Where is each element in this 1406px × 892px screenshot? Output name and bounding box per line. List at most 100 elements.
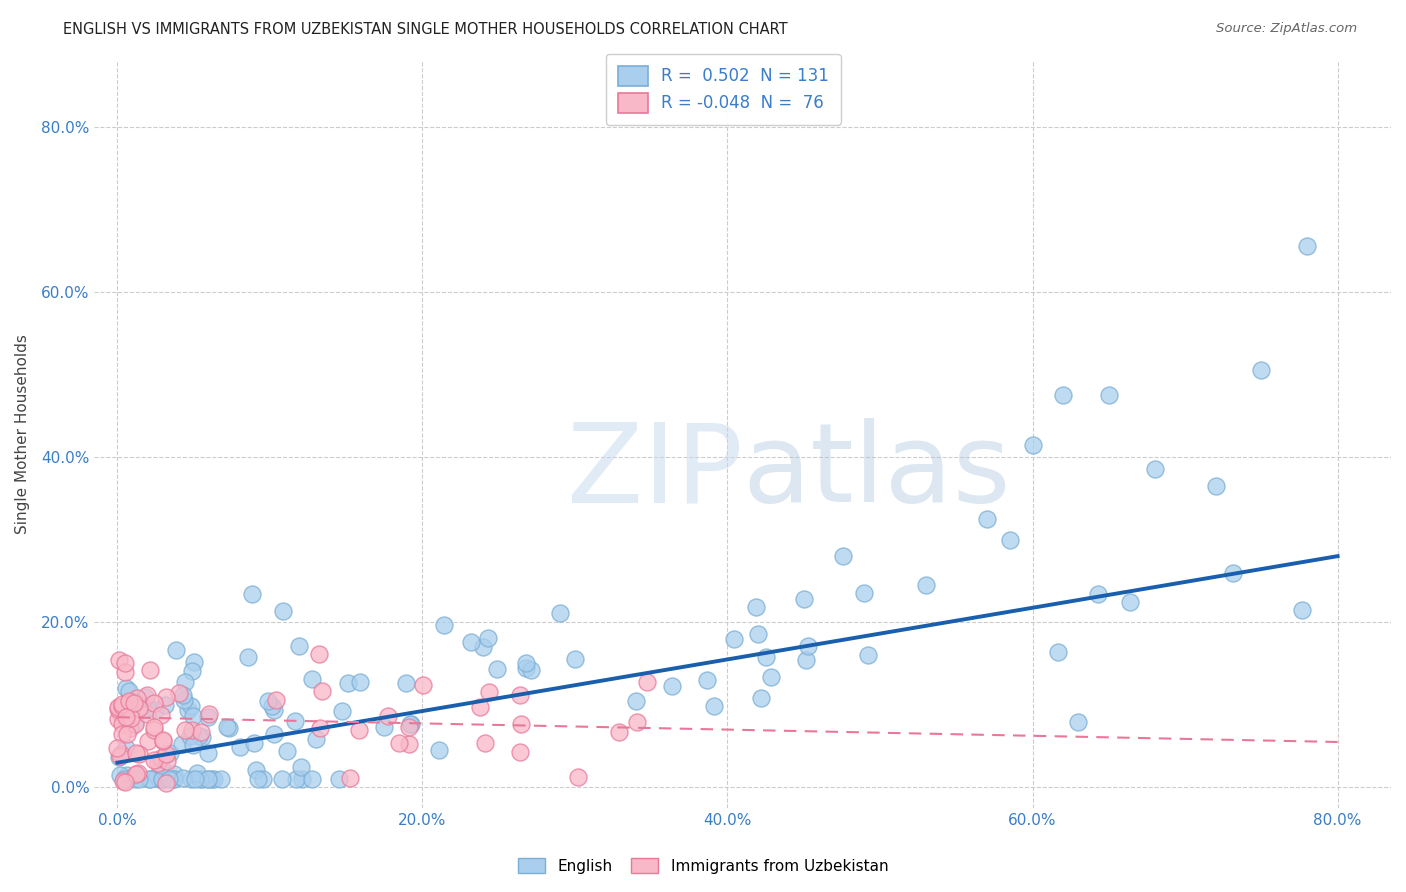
Point bbox=[135, 701, 157, 715]
Point bbox=[198, 706, 221, 721]
Point bbox=[128, 700, 150, 714]
Point bbox=[285, 772, 308, 787]
Point bbox=[112, 711, 135, 725]
Point bbox=[117, 696, 139, 710]
Point bbox=[114, 656, 136, 670]
Point bbox=[163, 772, 186, 787]
Point bbox=[745, 600, 768, 615]
Point bbox=[1067, 714, 1090, 729]
Point bbox=[472, 640, 495, 655]
Point bbox=[399, 716, 422, 731]
Point bbox=[209, 772, 232, 787]
Point bbox=[107, 700, 129, 714]
Point bbox=[388, 736, 411, 750]
Point bbox=[188, 772, 211, 787]
Point bbox=[155, 776, 177, 790]
Point bbox=[190, 725, 212, 739]
Point bbox=[914, 578, 936, 592]
Point bbox=[155, 747, 177, 761]
Point bbox=[515, 657, 537, 671]
Point bbox=[831, 549, 853, 563]
Point bbox=[118, 698, 141, 713]
Point bbox=[548, 606, 571, 620]
Point bbox=[330, 704, 353, 718]
Point bbox=[124, 767, 146, 781]
Point bbox=[520, 663, 543, 677]
Point bbox=[172, 771, 194, 785]
Point bbox=[134, 690, 156, 704]
Point bbox=[607, 725, 630, 739]
Point bbox=[186, 765, 208, 780]
Point bbox=[180, 699, 202, 714]
Point bbox=[264, 693, 287, 707]
Point bbox=[1118, 595, 1140, 609]
Point bbox=[135, 707, 157, 722]
Point bbox=[398, 737, 420, 751]
Point bbox=[149, 751, 172, 765]
Point bbox=[114, 741, 136, 756]
Point bbox=[759, 670, 782, 684]
Point bbox=[152, 772, 174, 787]
Point bbox=[138, 772, 160, 787]
Point bbox=[172, 688, 194, 702]
Point bbox=[163, 767, 186, 781]
Point bbox=[474, 736, 496, 750]
Point bbox=[127, 765, 149, 780]
Point bbox=[155, 690, 177, 705]
Point bbox=[301, 772, 323, 787]
Point bbox=[111, 698, 134, 713]
Text: ZIP: ZIP bbox=[567, 418, 742, 525]
Point bbox=[661, 679, 683, 693]
Point bbox=[347, 723, 370, 737]
Point bbox=[152, 733, 174, 747]
Point bbox=[201, 772, 224, 787]
Point bbox=[152, 772, 174, 787]
Point bbox=[976, 512, 998, 526]
Point bbox=[271, 772, 294, 787]
Point bbox=[108, 653, 131, 667]
Point bbox=[339, 771, 361, 785]
Point bbox=[853, 586, 876, 600]
Point bbox=[149, 758, 172, 772]
Point bbox=[288, 639, 311, 653]
Point bbox=[136, 689, 159, 703]
Point bbox=[336, 676, 359, 690]
Point bbox=[197, 772, 219, 786]
Point bbox=[624, 694, 647, 708]
Point bbox=[1250, 363, 1272, 377]
Point bbox=[124, 696, 146, 710]
Point bbox=[114, 665, 136, 679]
Point bbox=[477, 631, 499, 645]
Point bbox=[349, 675, 371, 690]
Point bbox=[328, 772, 350, 787]
Point bbox=[412, 678, 434, 692]
Point bbox=[173, 723, 195, 738]
Point bbox=[148, 772, 170, 787]
Point bbox=[509, 689, 531, 703]
Point bbox=[290, 760, 312, 774]
Point bbox=[308, 648, 330, 662]
Point bbox=[1143, 462, 1166, 476]
Point bbox=[110, 767, 132, 781]
Point bbox=[181, 738, 204, 752]
Point bbox=[1046, 645, 1069, 659]
Point bbox=[257, 694, 280, 708]
Point bbox=[187, 729, 209, 743]
Point bbox=[179, 729, 201, 743]
Point bbox=[399, 717, 422, 731]
Point bbox=[177, 703, 200, 717]
Point bbox=[115, 681, 138, 696]
Point bbox=[143, 753, 166, 767]
Point bbox=[1052, 388, 1074, 402]
Point bbox=[311, 683, 333, 698]
Point bbox=[184, 772, 207, 787]
Point bbox=[1087, 587, 1109, 601]
Point bbox=[215, 720, 238, 734]
Point bbox=[110, 706, 132, 720]
Point bbox=[515, 661, 537, 675]
Point bbox=[118, 684, 141, 698]
Point bbox=[128, 747, 150, 761]
Point bbox=[373, 720, 395, 734]
Point bbox=[156, 754, 179, 768]
Point bbox=[115, 710, 138, 724]
